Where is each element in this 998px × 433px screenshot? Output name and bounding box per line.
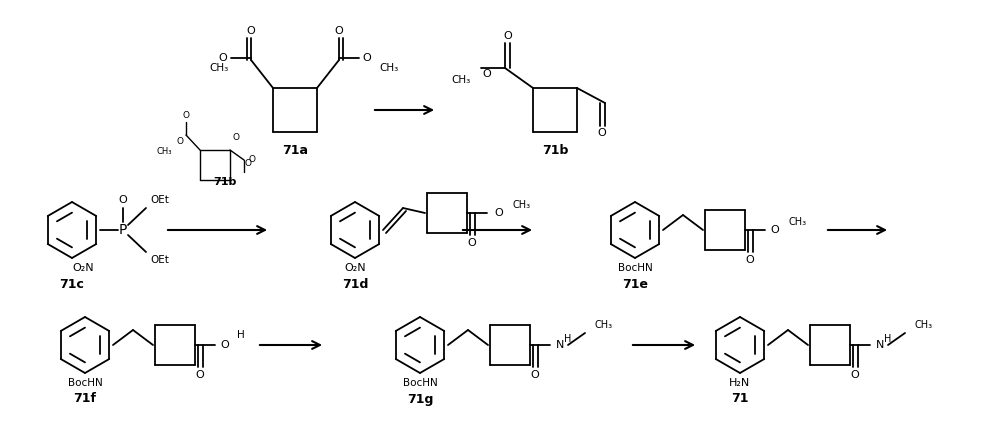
- Text: H₂N: H₂N: [730, 378, 750, 388]
- Text: CH₃: CH₃: [157, 148, 172, 156]
- Text: N: N: [556, 340, 564, 350]
- Text: CH₃: CH₃: [209, 63, 229, 73]
- Text: 71d: 71d: [341, 278, 368, 291]
- Text: O: O: [219, 53, 228, 63]
- Text: 71a: 71a: [282, 143, 308, 156]
- Text: CH₃: CH₃: [379, 63, 398, 73]
- Text: O: O: [850, 370, 859, 380]
- Text: 71: 71: [732, 392, 748, 405]
- Text: 71b: 71b: [214, 177, 237, 187]
- Text: 71g: 71g: [407, 392, 433, 405]
- Text: BocHN: BocHN: [68, 378, 103, 388]
- Text: 71e: 71e: [622, 278, 648, 291]
- Text: CH₃: CH₃: [789, 217, 807, 227]
- Text: OEt: OEt: [151, 195, 170, 205]
- Text: O: O: [483, 69, 491, 79]
- Text: O: O: [177, 138, 184, 146]
- Text: N: N: [876, 340, 884, 350]
- Text: O: O: [119, 195, 128, 205]
- Text: CH₃: CH₃: [595, 320, 613, 330]
- Text: CH₃: CH₃: [915, 320, 933, 330]
- Text: O: O: [249, 155, 255, 165]
- Text: P: P: [119, 223, 127, 237]
- Text: O: O: [770, 225, 779, 235]
- Text: 71c: 71c: [60, 278, 85, 291]
- Text: H: H: [884, 334, 891, 344]
- Text: O₂N: O₂N: [72, 263, 94, 273]
- Text: H: H: [564, 334, 572, 344]
- Text: OEt: OEt: [151, 255, 170, 265]
- Text: 71f: 71f: [74, 392, 97, 405]
- Text: O: O: [598, 128, 607, 138]
- Text: O: O: [245, 159, 251, 168]
- Text: O: O: [495, 208, 503, 218]
- Text: O₂N: O₂N: [344, 263, 366, 273]
- Text: O: O: [746, 255, 754, 265]
- Text: O: O: [233, 133, 240, 142]
- Text: O: O: [362, 53, 371, 63]
- Text: O: O: [531, 370, 539, 380]
- Text: BocHN: BocHN: [402, 378, 437, 388]
- Text: BocHN: BocHN: [618, 263, 653, 273]
- Text: CH₃: CH₃: [452, 75, 471, 85]
- Text: O: O: [247, 26, 255, 36]
- Text: 71b: 71b: [542, 143, 568, 156]
- Text: O: O: [221, 340, 230, 350]
- Text: O: O: [504, 31, 512, 41]
- Text: O: O: [468, 238, 476, 248]
- Text: O: O: [183, 110, 190, 120]
- Text: O: O: [196, 370, 205, 380]
- Text: H: H: [237, 330, 245, 340]
- Text: O: O: [334, 26, 343, 36]
- Text: CH₃: CH₃: [513, 200, 531, 210]
